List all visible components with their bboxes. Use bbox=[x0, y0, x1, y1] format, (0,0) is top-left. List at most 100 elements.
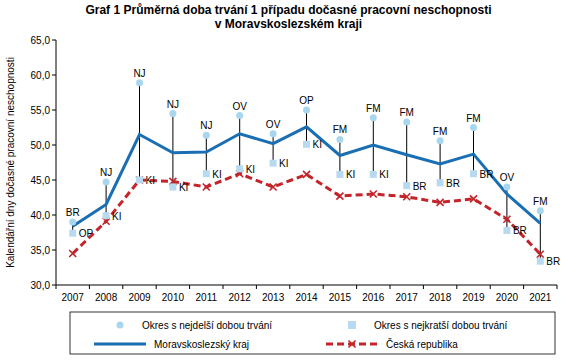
district-label: FM bbox=[433, 126, 447, 137]
x-marker bbox=[537, 251, 544, 258]
y-tick-label: 55,0 bbox=[31, 105, 51, 116]
max-marker bbox=[370, 114, 377, 121]
legend-label: Česká republika bbox=[386, 338, 458, 350]
district-label: BR bbox=[480, 169, 494, 180]
x-tick bbox=[223, 285, 224, 289]
district-label: BR bbox=[413, 181, 427, 192]
title: v Moravskoslezském kraji bbox=[215, 17, 362, 31]
x-tick bbox=[390, 285, 391, 289]
district-label: BR bbox=[66, 207, 80, 218]
district-label: OV bbox=[266, 119, 281, 130]
x-tick bbox=[456, 285, 457, 289]
max-marker bbox=[470, 124, 477, 131]
y-tick-label: 35,0 bbox=[31, 245, 51, 256]
max-marker bbox=[136, 79, 143, 86]
max-marker bbox=[303, 107, 310, 114]
district-label: KI bbox=[346, 169, 355, 180]
x-tick-label: 2007 bbox=[62, 292, 85, 303]
district-label: KI bbox=[179, 182, 188, 193]
y-tick-label: 30,0 bbox=[31, 280, 51, 291]
min-marker bbox=[470, 170, 477, 177]
labels: BRNJNJNJNJOVOVOPFMFMFMFMFMOVFMOPKIKIKIKI… bbox=[66, 68, 560, 268]
max-marker bbox=[236, 112, 243, 119]
x-tick bbox=[89, 285, 90, 289]
district-label: FM bbox=[399, 107, 413, 118]
x-tick-label: 2011 bbox=[196, 292, 218, 303]
district-label: FM bbox=[333, 124, 347, 135]
min-marker bbox=[537, 258, 544, 265]
x-axis bbox=[56, 285, 557, 286]
hi-lo-line bbox=[172, 114, 173, 188]
y-tick-label: 50,0 bbox=[31, 140, 51, 151]
min-marker bbox=[69, 230, 76, 237]
x-tick bbox=[557, 285, 558, 289]
max-marker bbox=[537, 207, 544, 214]
x-marker bbox=[203, 184, 210, 191]
y-tick bbox=[52, 75, 56, 76]
district-label: BR bbox=[446, 178, 460, 189]
x-tick bbox=[356, 285, 357, 289]
district-label: FM bbox=[533, 196, 547, 207]
y-axis bbox=[56, 40, 57, 285]
x-tick-label: 2020 bbox=[496, 292, 519, 303]
legend-label: Okres s nejkratší dobou trvání bbox=[374, 320, 508, 331]
x-tick bbox=[323, 285, 324, 289]
x-tick-label: 2021 bbox=[529, 292, 552, 303]
district-label: OV bbox=[500, 172, 515, 183]
y-tick bbox=[52, 180, 56, 181]
x-marker bbox=[470, 195, 477, 202]
legend-label: Okres s nejdelší dobou trvání bbox=[142, 320, 272, 331]
x-tick-label: 2010 bbox=[162, 292, 185, 303]
district-label: KI bbox=[146, 175, 155, 186]
hi-lo-line bbox=[206, 135, 207, 174]
max-marker bbox=[203, 132, 210, 139]
max-marker bbox=[403, 118, 410, 125]
series-line bbox=[73, 174, 541, 255]
district-label: NJ bbox=[100, 167, 112, 178]
max-marker bbox=[503, 184, 510, 191]
min-marker bbox=[503, 227, 510, 234]
x-tick bbox=[156, 285, 157, 289]
min-marker bbox=[437, 179, 444, 186]
district-label: NJ bbox=[200, 120, 212, 131]
legend-swatch bbox=[348, 321, 356, 329]
legend-swatch bbox=[117, 322, 124, 329]
legend-swatch bbox=[94, 343, 146, 346]
min-marker bbox=[103, 212, 110, 219]
x-tick bbox=[289, 285, 290, 289]
min-marker bbox=[136, 177, 143, 184]
plot-area bbox=[69, 79, 544, 265]
x-tick-label: 2009 bbox=[128, 292, 151, 303]
y-tick bbox=[52, 40, 56, 41]
x-tick-label: 2013 bbox=[262, 292, 285, 303]
y-tick bbox=[52, 250, 56, 251]
min-marker bbox=[403, 182, 410, 189]
district-label: FM bbox=[366, 103, 380, 114]
x-tick bbox=[523, 285, 524, 289]
max-marker bbox=[103, 179, 110, 186]
x-tick-label: 2008 bbox=[95, 292, 118, 303]
min-marker bbox=[203, 170, 210, 177]
y-tick bbox=[52, 145, 56, 146]
x-tick bbox=[189, 285, 190, 289]
y-tick-label: 40,0 bbox=[31, 210, 51, 221]
series-line bbox=[73, 127, 541, 226]
x-marker bbox=[336, 193, 343, 200]
min-marker bbox=[370, 171, 377, 178]
x-marker bbox=[370, 191, 377, 198]
x-tick-label: 2019 bbox=[462, 292, 485, 303]
district-label: NJ bbox=[167, 99, 179, 110]
max-marker bbox=[69, 219, 76, 226]
district-label: KI bbox=[313, 139, 322, 150]
chart: Graf 1 Průměrná doba trvání 1 případu do… bbox=[0, 0, 567, 360]
x-tick bbox=[56, 285, 57, 289]
y-tick bbox=[52, 215, 56, 216]
x-marker bbox=[69, 250, 76, 257]
y-tick bbox=[52, 285, 56, 286]
legend-swatch bbox=[349, 341, 356, 348]
district-label: OP bbox=[79, 228, 94, 239]
x-marker bbox=[403, 193, 410, 200]
min-marker bbox=[169, 184, 176, 191]
title: Graf 1 Průměrná doba trvání 1 případu do… bbox=[85, 3, 491, 17]
x-marker bbox=[303, 171, 310, 178]
